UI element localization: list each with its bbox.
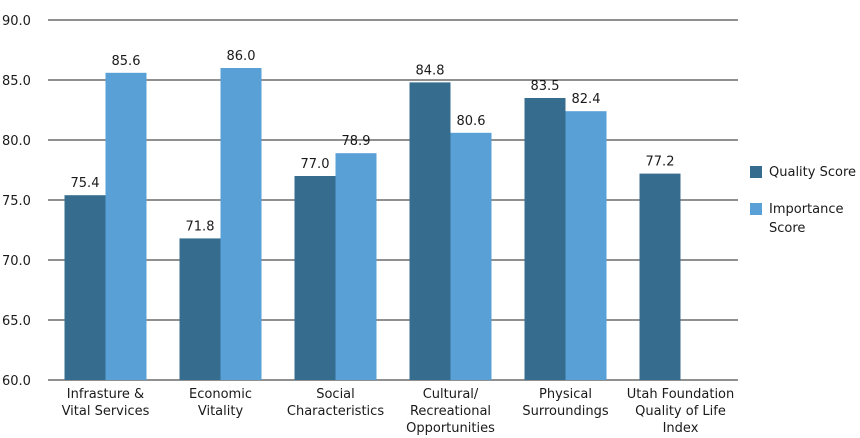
bar-quality-1: [179, 238, 221, 380]
y-tick-label-5: 85.0: [2, 74, 31, 89]
legend-swatch-quality: [750, 166, 762, 178]
x-category-label-line: Surroundings: [522, 404, 608, 419]
data-label-importance-2: 78.9: [342, 134, 371, 149]
y-tick-label-1: 65.0: [2, 314, 31, 329]
x-category-label-line: Opportunities: [406, 421, 495, 436]
bar-importance-2: [335, 153, 377, 380]
legend: Quality Score Importance Score: [750, 163, 860, 256]
data-label-quality-0: 75.4: [71, 176, 100, 191]
bar-quality-2: [294, 176, 336, 380]
bar-importance-3: [450, 132, 492, 380]
y-tick-label-6: 90.0: [2, 14, 31, 29]
x-category-label-line: Social: [316, 387, 355, 402]
x-category-label-line: Infrasture &: [67, 387, 144, 402]
x-category-label-line: Physical: [539, 387, 592, 402]
data-label-quality-5: 77.2: [646, 155, 675, 170]
bar-quality-5: [639, 173, 681, 380]
legend-label-quality: Quality Score: [769, 165, 856, 180]
data-label-quality-1: 71.8: [186, 219, 215, 234]
data-label-importance-4: 82.4: [572, 92, 601, 107]
legend-label-importance: Importance Score: [769, 202, 844, 236]
data-label-importance-3: 80.6: [457, 114, 486, 129]
x-category-label-1: Economic Vitality: [189, 387, 252, 419]
bar-importance-1: [220, 68, 262, 380]
x-category-label-2: Social Characteristics: [287, 387, 384, 419]
legend-item-quality: Quality Score: [750, 163, 860, 182]
x-category-label-line: Vitality: [198, 404, 244, 419]
bar-quality-3: [409, 82, 451, 381]
y-tick-label-2: 70.0: [2, 254, 31, 269]
bar-importance-4: [565, 111, 607, 380]
x-category-label-line: Recreational: [410, 404, 491, 419]
x-category-label-line: Cultural/: [423, 387, 479, 402]
data-label-importance-1: 86.0: [227, 49, 256, 64]
y-tick-label-3: 75.0: [2, 194, 31, 209]
x-category-label-line: Characteristics: [287, 404, 384, 419]
y-tick-label-4: 80.0: [2, 134, 31, 149]
legend-swatch-importance: [750, 203, 762, 215]
x-category-label-3: Cultural/Recreational Opportunities: [406, 387, 495, 436]
bar-importance-0: [105, 72, 147, 381]
data-label-quality-2: 77.0: [301, 157, 330, 172]
x-category-label-0: Infrasture & Vital Services: [62, 387, 150, 419]
x-category-label-line: Quality of Life: [635, 404, 726, 419]
x-category-label-line: Index: [663, 421, 699, 436]
data-label-importance-0: 85.6: [112, 54, 141, 69]
bar-quality-0: [64, 195, 106, 380]
legend-item-importance: Importance Score: [750, 200, 860, 238]
x-category-label-5: Utah Foundation Quality of Life Index: [627, 387, 735, 436]
x-category-label-line: Economic: [189, 387, 252, 402]
x-category-label-line: Vital Services: [62, 404, 150, 419]
y-tick-label-0: 60.0: [2, 374, 31, 389]
data-label-quality-3: 84.8: [416, 63, 445, 78]
bar-quality-4: [524, 98, 566, 380]
data-label-quality-4: 83.5: [531, 79, 560, 94]
x-category-label-line: Utah Foundation: [627, 387, 735, 402]
x-category-label-4: Physical Surroundings: [522, 387, 608, 419]
